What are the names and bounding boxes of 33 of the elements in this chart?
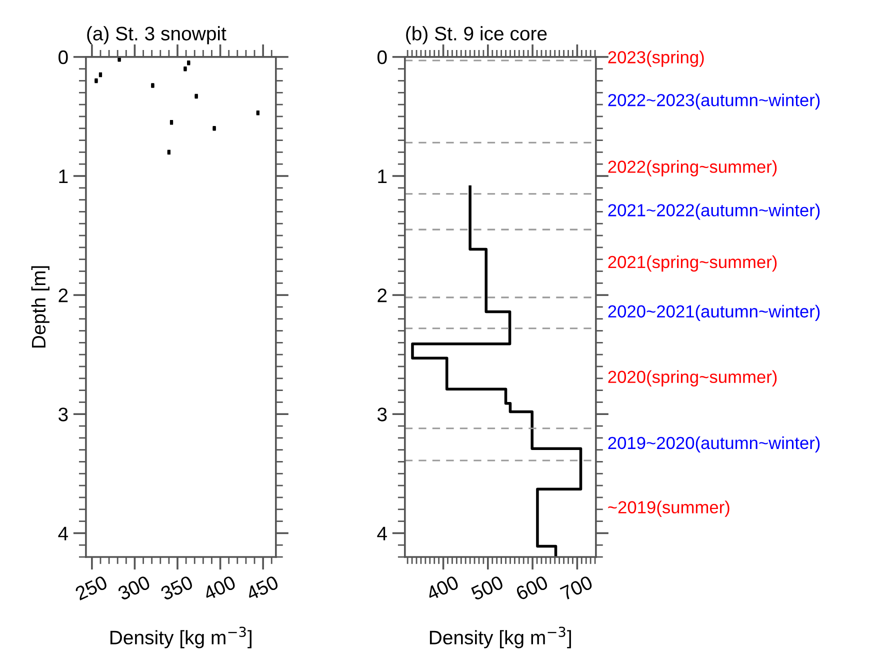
y-tick-label: 3 [58, 408, 68, 422]
x-tick-label: 350 [160, 575, 194, 601]
x-tick-label: 300 [117, 575, 151, 601]
text: 2020(spring~summer) [608, 370, 777, 386]
text: 2019~2020(autumn~winter) [608, 436, 820, 453]
x-axis-title: Density [kg m$^{−3}$] [430, 626, 571, 648]
y-tick-label: 3 [377, 408, 387, 422]
x-tick-label: 400 [202, 575, 236, 601]
text: ~2019(summer) [608, 500, 730, 517]
x-tick-label: 700 [560, 575, 594, 601]
x-tick-label: 250 [74, 575, 108, 601]
y-tick-label: 4 [377, 526, 387, 540]
y-tick-label: 1 [59, 170, 68, 184]
text: 2023(spring) [608, 50, 704, 67]
text: 2022~2023(autumn~winter) [608, 93, 820, 110]
y-tick-label: 4 [58, 526, 68, 540]
y-tick-label: 1 [378, 170, 387, 184]
y-tick-label: 0 [377, 50, 387, 64]
text: 2022(spring~summer) [608, 160, 777, 176]
chart-title: (a) St. 3 snowpit [87, 26, 226, 44]
text: 2021~2022(autumn~winter) [608, 204, 820, 220]
x-tick-label: 400 [425, 575, 460, 601]
x-axis-title: Density [kg m$^{−3}$] [110, 626, 252, 648]
text: 2021(spring~summer) [608, 255, 777, 272]
text: 2020~2021(autumn~winter) [608, 304, 820, 321]
chart-title: (b) St. 9 ice core [406, 26, 547, 44]
y-tick-label: 2 [58, 288, 68, 302]
x-tick-label: 500 [470, 575, 504, 601]
x-tick-label: 600 [515, 575, 549, 601]
y-tick-label: 2 [378, 288, 387, 302]
y-axis-title: Depth [m] [31, 266, 50, 348]
y-tick-label: 0 [58, 50, 68, 64]
x-tick-label: 450 [245, 575, 280, 601]
